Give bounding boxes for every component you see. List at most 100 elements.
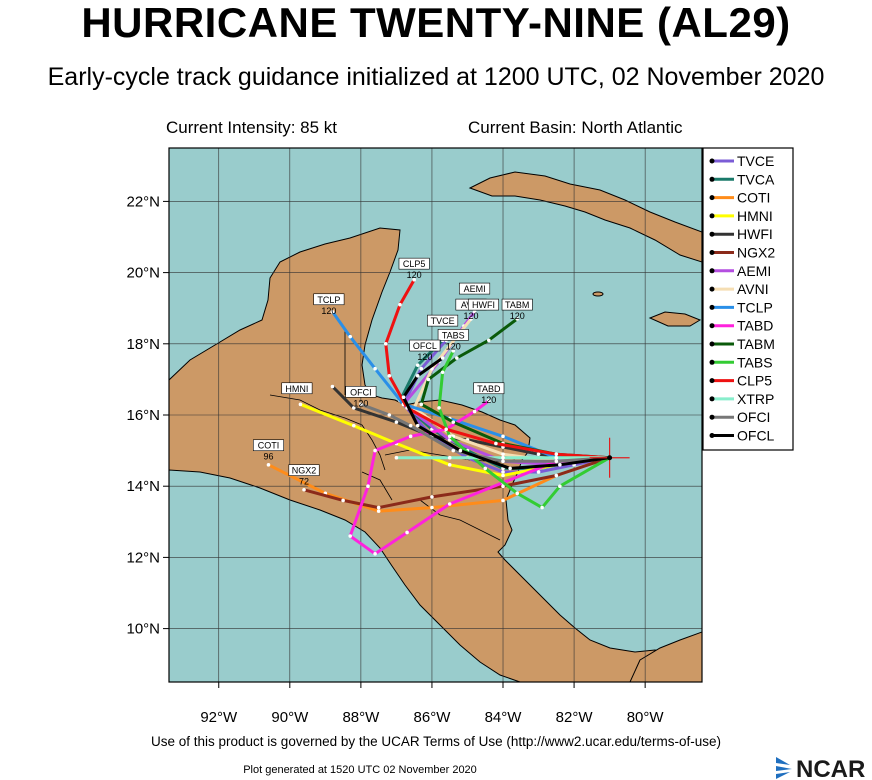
label-box <box>437 329 469 341</box>
track-point <box>508 466 512 471</box>
label-hour: 120 <box>446 341 461 351</box>
track-point <box>419 366 424 371</box>
terms-of-use: Use of this product is governed by the U… <box>151 734 721 749</box>
label-hour: 120 <box>321 306 336 316</box>
track-point <box>398 302 402 307</box>
legend-item-tabd: TABD <box>709 318 773 334</box>
track-point <box>451 420 456 424</box>
legend-dot <box>709 176 715 182</box>
track-point <box>444 427 448 432</box>
legend-item-ngx2: NGX2 <box>709 245 775 261</box>
legend-dot <box>709 359 715 365</box>
track-point <box>501 470 505 474</box>
track-point <box>469 317 473 321</box>
legend-item-tclp: TCLP <box>709 299 773 315</box>
legend-dot <box>709 250 715 255</box>
storm-center <box>607 455 613 461</box>
track-label-hmni: HMNI <box>281 382 313 395</box>
legend-label: CLP5 <box>737 373 772 389</box>
label-box <box>467 298 499 311</box>
track-point <box>501 473 505 478</box>
track-point <box>451 448 456 453</box>
pacific-ocean <box>169 469 521 682</box>
track-point <box>366 484 370 489</box>
track-point <box>351 423 356 428</box>
legend-item-coti: COTI <box>709 190 770 206</box>
track-point <box>501 452 505 456</box>
legend-label: AVNI <box>737 281 769 297</box>
track-point <box>419 402 424 407</box>
track-point <box>451 349 456 353</box>
legend-dot <box>709 323 715 329</box>
legend-item-xtrp: XTRP <box>709 391 774 407</box>
label-box <box>501 298 533 311</box>
legend: TVCE TVCA COTI HMNI HWFI NGX2 AEMI AVNI TCLP TABD… <box>702 147 794 451</box>
legend-dot <box>709 286 715 292</box>
ncar-logo-text: NCAR <box>796 756 865 780</box>
track-point <box>515 317 520 321</box>
legend-label: OFCL <box>737 428 775 444</box>
legend-label: TVCE <box>737 153 774 169</box>
track-point <box>458 448 463 453</box>
legend-label: TCLP <box>737 299 773 315</box>
legend-dot <box>709 213 715 219</box>
label-hour: 120 <box>353 398 368 408</box>
track-point <box>373 366 377 371</box>
track-point <box>540 505 544 510</box>
label-text: COTI <box>258 441 280 451</box>
track-point <box>430 505 434 510</box>
label-box <box>398 257 430 270</box>
track-point <box>387 374 392 378</box>
legend-dot <box>709 231 715 237</box>
track-point <box>373 552 377 556</box>
track-point <box>447 502 452 506</box>
model-tracks <box>266 277 612 556</box>
plot-generated: Plot generated at 1520 UTC 02 November 2… <box>243 764 477 776</box>
track-point <box>348 334 353 339</box>
track-point <box>415 363 420 367</box>
label-text: CLP5 <box>403 259 426 269</box>
label-text: HMNI <box>285 384 308 394</box>
track-point <box>330 309 335 314</box>
track-point <box>487 338 491 343</box>
lon-label: 84°W <box>485 709 523 726</box>
legend-label: TABS <box>737 354 773 370</box>
track-point <box>415 423 420 428</box>
label-text: OFCL <box>413 341 437 351</box>
label-text: HWFI <box>472 300 495 310</box>
label-text: TABM <box>505 300 529 310</box>
label-text: TCLP <box>317 295 340 305</box>
track-tclp <box>331 310 612 460</box>
track-point <box>376 509 381 513</box>
track-labels: CLP5120TCLP120AEMIAVNI120HWFITABM120TVCE… <box>252 257 533 487</box>
label-text: TVCE <box>431 316 455 326</box>
track-point <box>405 530 409 535</box>
track-point <box>383 342 388 346</box>
legend-item-ofci: OFCI <box>709 409 770 425</box>
track-point <box>302 487 306 492</box>
track-point <box>266 463 271 467</box>
track-point <box>494 441 498 446</box>
track-point <box>415 374 420 378</box>
label-box <box>313 293 345 306</box>
legend-item-tabm: TABM <box>709 336 775 352</box>
track-point <box>408 434 413 439</box>
label-box <box>252 439 284 452</box>
cuba-land <box>468 171 702 263</box>
track-point <box>515 491 520 496</box>
legend-item-tvca: TVCA <box>709 171 775 187</box>
track-point <box>554 459 559 464</box>
lat-label: 14°N <box>126 478 160 495</box>
track-point <box>501 484 505 489</box>
legend-dot <box>709 414 715 420</box>
track-point <box>440 356 445 360</box>
track-point <box>330 384 335 389</box>
lat-label: 10°N <box>126 621 160 638</box>
label-box <box>473 382 505 395</box>
legend-dot <box>709 304 715 310</box>
